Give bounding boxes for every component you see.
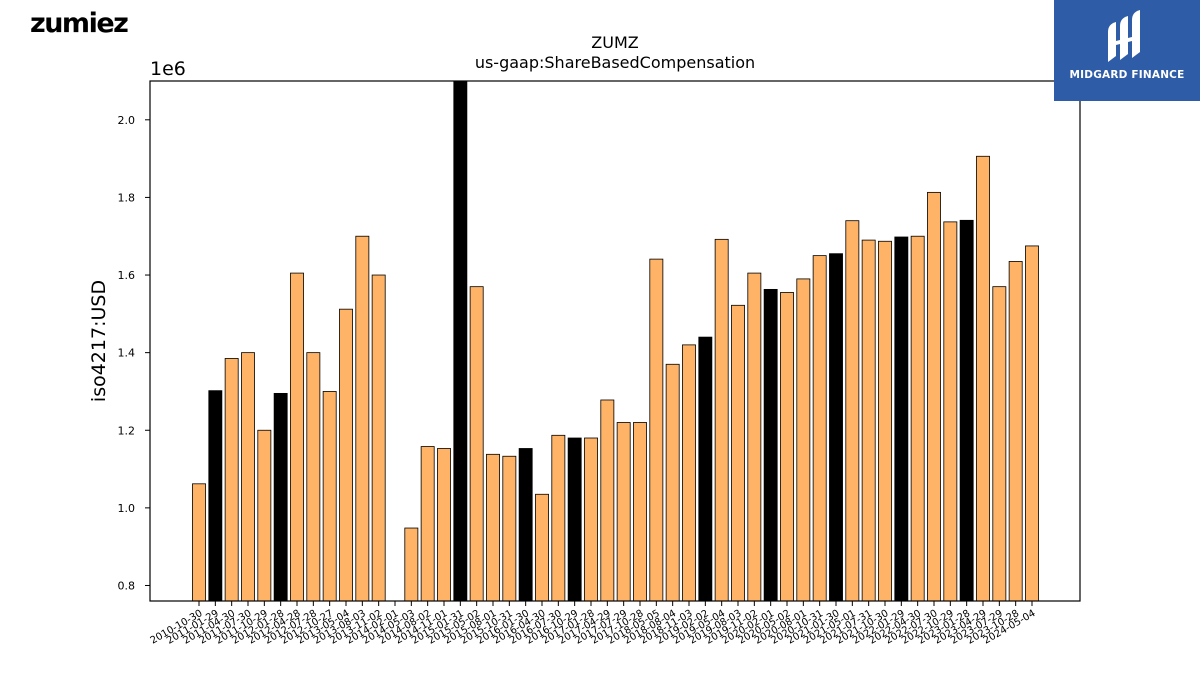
bar-2012-10-27 [322,391,337,602]
bar-2015-01-31 [453,80,468,602]
midgard-logo-icon [1108,10,1140,62]
y-tick-label: 1.6 [118,269,136,282]
y-tick-label: 2.0 [118,114,136,127]
bar-2023-07-29 [992,286,1007,602]
bar-2021-01-30 [829,253,843,602]
bar-2014-08-02 [420,446,435,602]
y-tick-label: 1.4 [118,347,136,360]
bar-2012-01-28 [273,392,288,602]
bar-2022-04-30 [910,235,925,602]
bar-2011-01-29 [208,390,223,602]
bar-2020-10-31 [812,255,827,602]
bar-2015-10-31 [502,455,517,602]
bar-2013-05-04 [339,308,353,602]
bar-2013-11-02 [371,274,386,602]
bar-2019-11-02 [747,272,762,602]
bar-2011-04-30 [224,358,239,602]
bar-2018-08-04 [665,363,680,602]
bar-2018-05-05 [649,258,664,602]
bar-2017-04-29 [600,399,615,602]
chart-subtitle: us-gaap:ShareBasedCompensation [475,53,755,72]
zumiez-logo: zumiez [30,8,129,39]
bar-2019-08-03 [731,304,745,602]
bar-2023-04-29 [976,155,990,602]
y-axis: 0.8 1.0 1.2 1.4 1.6 1.8 2.0 [118,114,150,592]
bar-2017-07-29 [616,422,631,602]
bar-2024-05-04 [1025,245,1039,602]
y-tick-label: 1.2 [118,424,136,437]
bar-2021-10-30 [878,240,892,602]
midgard-finance-badge: MIDGARD FINANCE [1054,0,1200,101]
plot-frame [149,80,1081,602]
bar-2022-07-30 [927,191,941,602]
bar-2010-10-30 [192,483,206,602]
bar-2014-11-01 [437,448,451,602]
bar-2014-05-03 [404,527,419,602]
chart-title: ZUMZ [591,33,638,52]
bar-2021-05-01 [845,220,860,602]
y-tick-label: 0.8 [118,579,136,592]
bar-2012-07-28 [306,352,321,602]
bar-2023-01-28 [959,219,974,602]
bar-2015-05-02 [469,286,484,602]
y-axis-multiplier: 1e6 [150,58,186,80]
bar-2022-10-29 [943,221,958,602]
y-tick-label: 1.8 [118,191,136,204]
bar-2018-11-03 [682,344,696,602]
bar-2023-10-28 [1008,261,1023,602]
bar-2022-01-29 [894,236,909,602]
bar-2011-07-30 [241,352,255,602]
bar-2020-05-02 [780,292,794,602]
bar-2019-05-04 [714,238,729,602]
bar-2016-07-30 [551,434,566,602]
bar-2016-04-30 [535,493,549,602]
bar-2015-08-01 [486,453,500,602]
bar-2017-10-28 [633,422,647,602]
bar-2011-10-29 [257,429,272,602]
bar-2020-02-01 [763,288,778,602]
bar-2013-08-03 [355,235,370,602]
bar-2016-10-29 [567,437,582,602]
bar-2019-02-02 [698,336,713,602]
bar-2020-08-01 [796,278,811,602]
bar-2021-07-31 [861,239,876,602]
y-tick-label: 1.0 [118,502,136,515]
bar-2012-04-28 [290,272,304,602]
x-axis: 2010-10-302011-01-292011-04-302011-07-30… [149,601,1038,647]
bar-2017-01-28 [584,437,598,602]
y-axis-label: iso4217:USD [88,280,110,402]
bars-group [192,80,1039,602]
badge-text: MIDGARD FINANCE [1069,69,1185,81]
bar-2016-01-30 [518,448,533,602]
